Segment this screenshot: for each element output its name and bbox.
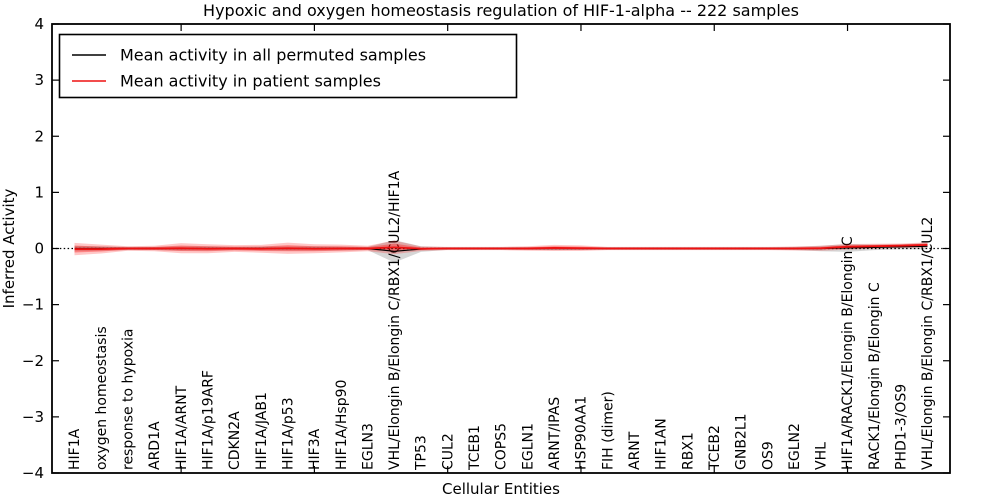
x-tick-label: EGLN3 [360, 423, 376, 470]
y-tick-labels: −4 −3 −2 −1 0 1 2 3 4 [22, 15, 44, 482]
y-tick-label: 2 [34, 127, 44, 145]
y-tick-label: 0 [34, 240, 44, 258]
chart-title: Hypoxic and oxygen homeostasis regulatio… [203, 1, 799, 20]
x-tick-label: HSP90AA1 [574, 396, 590, 470]
x-tick-label: GNB2L1 [734, 413, 750, 470]
x-tick-label: HIF1A/Hsp90 [334, 380, 350, 470]
x-tick-label: EGLN1 [520, 423, 536, 470]
x-tick-label: FIH (dimer) [600, 391, 616, 470]
series-lines [74, 243, 928, 252]
x-tick-label: HIF1A [67, 428, 83, 470]
x-tick-label: HIF3A [307, 428, 323, 470]
legend-label-patient-samples: Mean activity in patient samples [120, 72, 381, 91]
x-tick-label: HIF1A/JAB1 [254, 392, 270, 470]
x-tick-label: ARD1A [147, 421, 163, 470]
y-tick-label: −4 [22, 464, 44, 482]
y-tick-label: 4 [34, 15, 44, 33]
x-tick-label: HIF1AN [654, 418, 670, 470]
x-tick-label: RACK1/Elongin B/Elongin C [867, 282, 883, 470]
legend-label-permuted-samples: Mean activity in all permuted samples [120, 46, 426, 65]
x-tick-label: RBX1 [680, 432, 696, 470]
x-tick-label: CUL2 [440, 433, 456, 470]
axis-ticks [52, 23, 950, 474]
y-tick-label: −1 [22, 296, 44, 314]
x-tick-label: VHL/Elongin B/Elongin C/RBX1/CUL2/HIF1A [387, 170, 403, 470]
x-tick-label: OS9 [760, 441, 776, 470]
y-axis-label: Inferred Activity [0, 188, 18, 308]
x-tick-labels: HIF1A oxygen homeostasis response to hypox… [67, 170, 936, 471]
x-axis-label: Cellular Entities [442, 480, 560, 498]
line-mean-patient-samples [74, 243, 928, 250]
x-tick-label: CDKN2A [227, 411, 243, 470]
x-tick-label: TP53 [414, 435, 430, 471]
x-tick-label: TCEB1 [467, 425, 483, 471]
x-tick-label: HIF1A/p53 [280, 397, 296, 470]
legend: Mean activity in all permuted samples Me… [58, 33, 518, 99]
x-tick-label: TCEB2 [707, 425, 723, 471]
x-tick-label: ARNT/IPAS [547, 397, 563, 470]
x-tick-label: COPS5 [494, 423, 510, 470]
x-tick-label: ARNT [627, 431, 643, 470]
x-tick-label: HIF1A/RACK1/Elongin B/Elongin C [840, 236, 856, 470]
y-tick-label: −2 [22, 352, 44, 370]
y-tick-label: 3 [34, 71, 44, 89]
x-tick-label: VHL [814, 442, 830, 470]
x-tick-label: VHL/Elongin B/Elongin C/RBX1/CUL2 [920, 217, 936, 470]
legend-box [58, 33, 518, 99]
x-tick-label: HIF1A/p19ARF [200, 370, 216, 470]
y-tick-label: −3 [22, 408, 44, 426]
y-tick-label: 1 [34, 183, 44, 201]
series-bands [74, 240, 928, 263]
x-tick-label: oxygen homeostasis [94, 326, 110, 470]
x-tick-label: HIF1A/ARNT [174, 385, 190, 470]
x-tick-label: PHD1-3/OS9 [894, 384, 910, 470]
x-tick-label: response to hypoxia [121, 329, 137, 470]
x-tick-label: EGLN2 [787, 423, 803, 470]
